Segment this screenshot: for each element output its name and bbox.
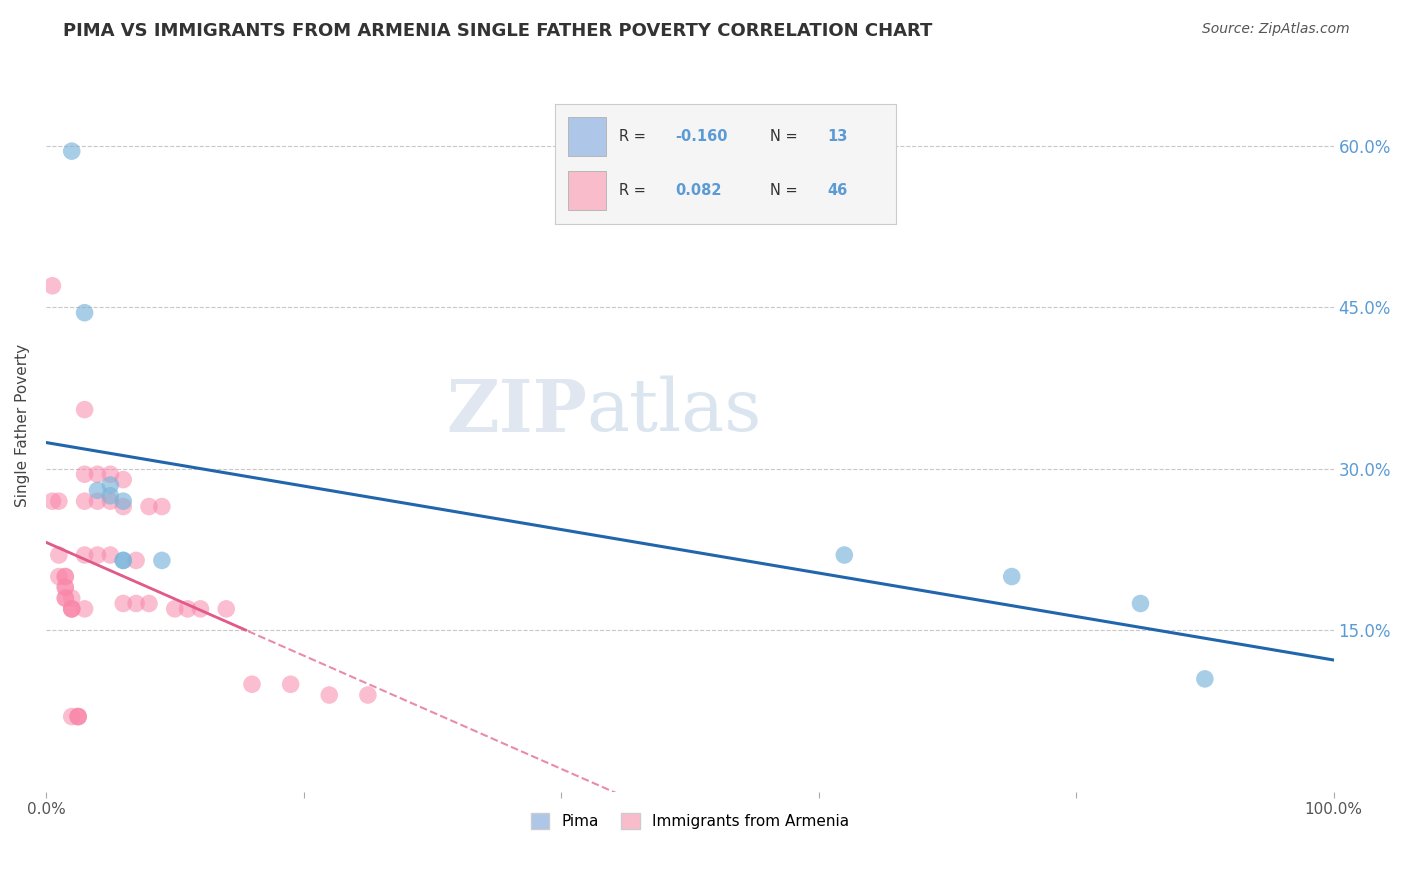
Point <box>357 688 380 702</box>
Point <box>73 306 96 320</box>
Point <box>86 548 108 562</box>
Point <box>176 602 198 616</box>
Point <box>60 602 83 616</box>
Point <box>138 500 160 514</box>
Point <box>112 494 135 508</box>
Point <box>53 580 76 594</box>
Point <box>215 602 238 616</box>
Point <box>112 553 135 567</box>
Point <box>98 467 121 482</box>
Point <box>1001 569 1024 583</box>
Point <box>53 580 76 594</box>
Point <box>1194 672 1216 686</box>
Point <box>112 553 135 567</box>
Point <box>41 278 63 293</box>
Point <box>73 467 96 482</box>
Point <box>125 597 148 611</box>
Point <box>41 494 63 508</box>
Point <box>60 602 83 616</box>
Point <box>280 677 302 691</box>
Point <box>67 709 90 723</box>
Point <box>60 709 83 723</box>
Point <box>86 467 108 482</box>
Point <box>73 602 96 616</box>
Point <box>112 597 135 611</box>
Text: Source: ZipAtlas.com: Source: ZipAtlas.com <box>1202 22 1350 37</box>
Point <box>318 688 340 702</box>
Point <box>112 473 135 487</box>
Point <box>125 553 148 567</box>
Point <box>86 483 108 498</box>
Point <box>138 597 160 611</box>
Point <box>98 489 121 503</box>
Point <box>150 500 173 514</box>
Point <box>53 569 76 583</box>
Text: atlas: atlas <box>586 376 762 446</box>
Point <box>86 494 108 508</box>
Point <box>98 494 121 508</box>
Text: PIMA VS IMMIGRANTS FROM ARMENIA SINGLE FATHER POVERTY CORRELATION CHART: PIMA VS IMMIGRANTS FROM ARMENIA SINGLE F… <box>63 22 932 40</box>
Point <box>67 709 90 723</box>
Point <box>73 494 96 508</box>
Legend: Pima, Immigrants from Armenia: Pima, Immigrants from Armenia <box>524 807 855 836</box>
Point <box>73 548 96 562</box>
Point <box>834 548 856 562</box>
Point <box>60 591 83 606</box>
Point <box>48 548 70 562</box>
Point <box>60 602 83 616</box>
Point <box>190 602 212 616</box>
Point <box>1129 597 1152 611</box>
Point <box>67 709 90 723</box>
Point <box>53 591 76 606</box>
Point <box>163 602 186 616</box>
Y-axis label: Single Father Poverty: Single Father Poverty <box>15 344 30 508</box>
Point <box>98 478 121 492</box>
Point <box>60 144 83 158</box>
Point <box>240 677 263 691</box>
Point <box>48 569 70 583</box>
Point <box>98 548 121 562</box>
Point <box>150 553 173 567</box>
Point <box>48 494 70 508</box>
Point <box>112 500 135 514</box>
Text: ZIP: ZIP <box>446 376 586 447</box>
Point <box>73 402 96 417</box>
Point <box>53 569 76 583</box>
Point <box>53 591 76 606</box>
